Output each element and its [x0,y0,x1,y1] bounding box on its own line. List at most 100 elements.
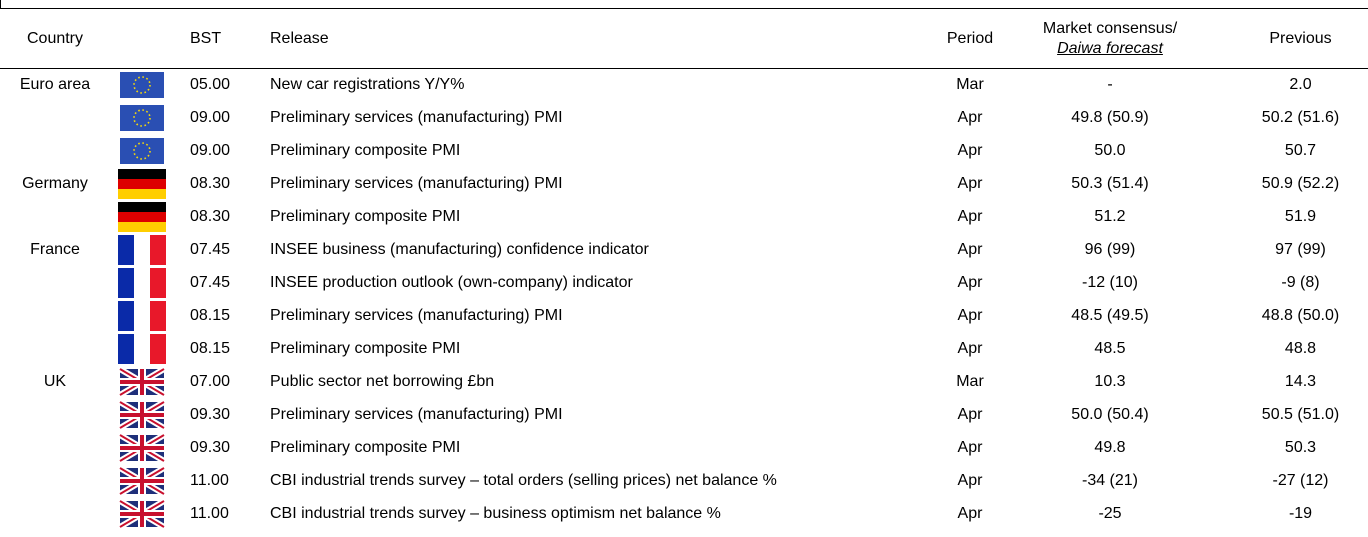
table-cell [0,267,110,300]
table-row: 09.30 Preliminary composite PMI Apr 49.8 50.… [0,432,1368,465]
table-cell: Preliminary services (manufacturing) PMI [270,406,563,423]
table-cell: -27 (12) [1272,472,1329,489]
table-row: France 07.45 INSEE business (manufacturing… [0,234,1368,267]
flag-cell [110,498,170,531]
table-cell [0,498,110,531]
table-cell: Apr [957,340,983,357]
table-cell: 09.30 [190,439,231,456]
table-cell: Preliminary services (manufacturing) PMI [270,307,563,324]
table-cell: INSEE business (manufacturing) confidenc… [270,241,649,258]
table-cell: 11.00 [190,505,229,522]
table-cell [0,135,110,168]
table-cell: New car registrations Y/Y% [270,76,465,94]
table-cell: -25 [1098,505,1122,522]
flag-icon [118,103,166,133]
table-cell: Public sector net borrowing £bn [270,373,495,390]
flag-cell [110,168,170,201]
table-cell: 97 (99) [1275,241,1326,258]
flag-cell [110,300,170,333]
table-row: 09.30 Preliminary services (manufacturing… [0,399,1368,432]
header-cell: Country [0,8,110,69]
frame-edge [0,0,1,9]
flag [118,301,166,331]
table-cell: 50.9 (52.2) [1261,175,1340,192]
header-cell: Previous [1205,8,1368,69]
header-cell [110,8,170,69]
table-row: Euro area 05.00 New car registrations Y/Y%… [0,69,1368,102]
flag [120,435,164,461]
table-cell: 96 (99) [1084,241,1136,258]
table-cell [0,465,110,498]
table-cell: - [1107,76,1113,94]
flag-cell [110,69,170,102]
table-cell: UK [43,373,67,390]
table-cell: Mar [956,76,984,94]
flag-icon [118,169,166,199]
table-cell: 49.8 [1094,439,1126,456]
flag-cell [110,267,170,300]
flag-icon [118,268,166,298]
table-cell: Apr [957,307,983,324]
release-table: Country BST Release Period Market consen… [0,8,1368,531]
flag-cell [110,432,170,465]
header-cell: Period [925,8,1015,69]
table-cell: 48.5 (49.5) [1071,307,1149,324]
flag-cell [110,102,170,135]
flag-icon [118,433,166,463]
table-body: Euro area 05.00 New car registrations Y/Y%… [0,69,1368,531]
flag-icon [118,466,166,496]
table-cell: Germany [22,175,88,192]
header-cell: Market consensus/Daiwa forecast [1015,8,1205,69]
flag-icon [118,367,166,397]
flag [120,138,164,164]
header-text: Market consensus/ [1042,19,1178,37]
table-row: 08.15 Preliminary services (manufacturing… [0,300,1368,333]
table-cell: 50.3 [1284,439,1317,456]
table-cell: Apr [957,142,983,159]
table-cell: Preliminary services (manufacturing) PMI [270,109,563,126]
table-cell: Preliminary composite PMI [270,340,461,357]
table-cell: Preliminary services (manufacturing) PMI [270,175,563,192]
table-cell: Apr [957,208,983,225]
flag [120,72,164,98]
flag-cell [110,201,170,234]
table-cell: 07.45 [190,241,231,258]
header-text: Daiwa forecast [1057,39,1163,57]
table-cell: Apr [957,439,983,456]
table-cell: 07.45 [190,274,231,291]
flag-icon [118,334,166,364]
table-cell: 09.30 [190,406,231,423]
flag [120,468,164,494]
table-cell: 50.2 (51.6) [1261,109,1340,126]
table-cell: 50.7 [1284,142,1317,159]
table-cell: 49.8 (50.9) [1071,109,1149,126]
table-cell: 51.2 [1094,208,1126,225]
flag-icon [118,136,166,166]
table-cell: 08.15 [190,340,231,357]
table-cell: -19 [1288,505,1313,522]
table-cell: Mar [956,373,984,390]
flag [118,169,166,199]
flag-icon [118,400,166,430]
table-cell: Apr [957,472,983,489]
flag-cell [110,333,170,366]
flag [118,334,166,364]
table-cell [0,399,110,432]
table-row: 11.00 CBI industrial trends survey – busi… [0,498,1368,531]
table-row: 09.00 Preliminary composite PMI Apr 50.0 50.… [0,135,1368,168]
table-row: 08.15 Preliminary composite PMI Apr 48.5 48.… [0,333,1368,366]
table-cell [0,201,110,234]
table-cell: Preliminary composite PMI [270,142,461,159]
flag [120,501,164,527]
table-cell: 08.30 [190,175,231,192]
table-cell: 09.00 [190,142,231,159]
table-row: UK 07.00 Public sector net borrowing £bn Ma… [0,366,1368,399]
flag [118,202,166,232]
table-cell: 07.00 [190,373,231,390]
table-cell: 48.8 (50.0) [1261,307,1340,324]
table-cell: Preliminary composite PMI [270,208,461,225]
table-cell: CBI industrial trends survey – total ord… [270,472,777,489]
table-cell: 09.00 [190,109,231,126]
header-cell: BST [170,8,245,69]
